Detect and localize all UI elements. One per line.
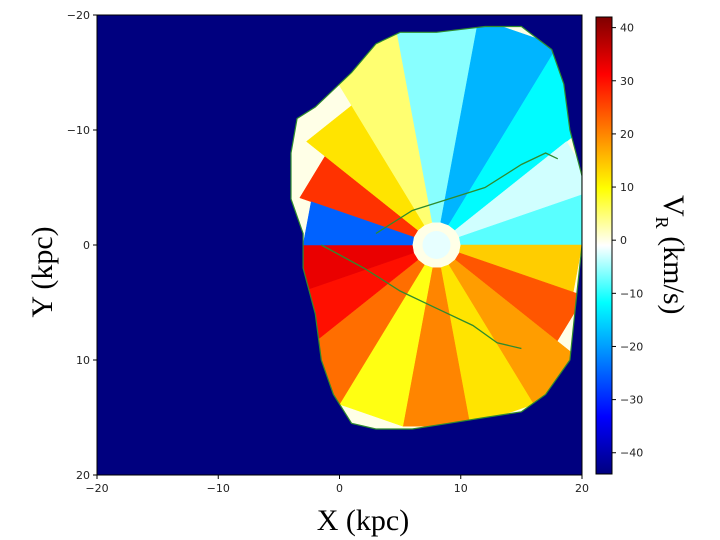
colorbar-label-main: V — [657, 195, 690, 217]
colorbar-tick-label: −10 — [620, 287, 643, 300]
upper-contour-line — [375, 152, 559, 235]
lower-contour-line — [320, 244, 522, 350]
sector-bin-6 — [454, 141, 582, 238]
colorbar-label-unit: (km/s) — [657, 229, 690, 315]
y-axis-title: Y (kpc) — [26, 226, 59, 317]
colorbar-tick-label: 0 — [620, 234, 627, 247]
colorbar-gradient — [595, 16, 613, 475]
colorbar: 40 30 20 10 0 −10 −20 −30 −40 VR (km/s) — [595, 16, 690, 475]
colorbar-tick-label: 20 — [620, 128, 634, 141]
x-tick-label: −10 — [207, 482, 230, 495]
colorbar-tick-label: 30 — [620, 75, 634, 88]
sector-bin-15 — [291, 252, 419, 342]
sector-bin-16 — [291, 244, 414, 293]
x-tick-label: 10 — [454, 482, 468, 495]
x-axis-title: X (kpc) — [317, 504, 409, 537]
x-tick-label: 0 — [336, 482, 343, 495]
sector-bin-3 — [394, 26, 479, 223]
colorbar-label-sub: R — [652, 217, 672, 229]
coverage-region — [290, 25, 582, 430]
sector-bin-17 — [302, 201, 414, 246]
y-tick-label: 10 — [76, 354, 90, 367]
center-bin — [422, 231, 451, 259]
colorbar-tick-label: −30 — [620, 394, 643, 407]
sector-bin-7 — [459, 189, 582, 246]
colorbar-tick-label: −20 — [620, 340, 643, 353]
plot-area — [96, 14, 583, 476]
y-tick-label: 20 — [76, 469, 90, 482]
colorbar-label: VR (km/s) — [652, 195, 690, 315]
contour-lines — [320, 152, 559, 350]
y-tick-label: −10 — [67, 124, 90, 137]
y-tick-label: 0 — [83, 239, 90, 252]
colorbar-tick-label: 10 — [620, 181, 634, 194]
coverage-boundary — [290, 25, 582, 430]
y-tick-label: −20 — [67, 9, 90, 22]
colorbar-ticks: 40 30 20 10 0 −10 −20 −30 −40 — [612, 22, 643, 460]
x-tick-label: −20 — [85, 482, 108, 495]
x-axis: −20 −10 0 10 20 — [85, 475, 589, 495]
colorbar-tick-label: −40 — [620, 447, 643, 460]
x-tick-label: 20 — [575, 482, 589, 495]
colorbar-tick-label: 40 — [620, 22, 634, 35]
y-axis: −20 −10 0 10 20 — [67, 9, 97, 482]
